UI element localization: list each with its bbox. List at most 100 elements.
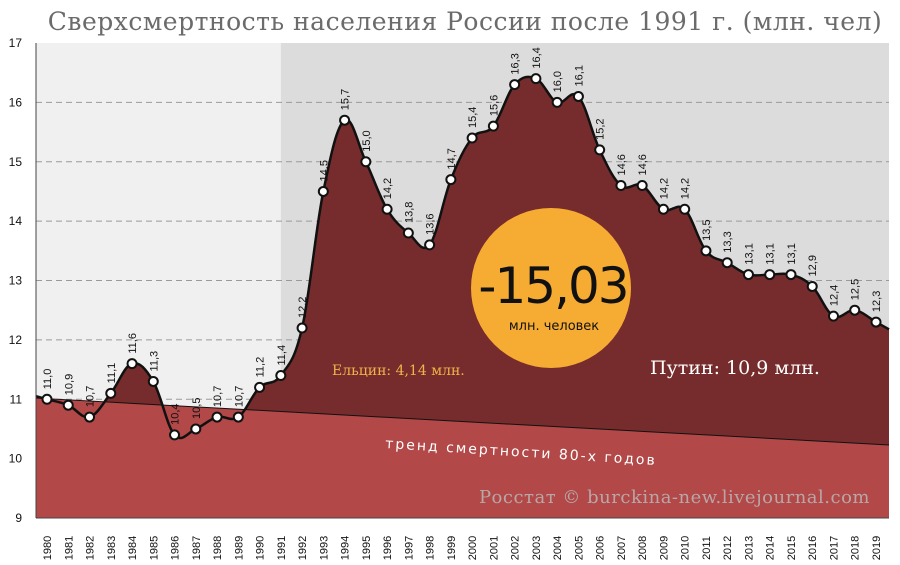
data-label: 15,4 [467,107,479,128]
y-tick-label: 9 [15,511,22,525]
data-label: 13,8 [403,202,415,223]
y-tick-label: 10 [9,452,23,466]
putin-label: Путин: 10,9 млн. [650,357,820,379]
x-tick-label: 1985 [148,536,160,560]
data-point [360,156,372,168]
x-tick-label: 1980 [42,536,54,560]
data-point [530,73,542,85]
data-label: 15,7 [340,89,352,110]
chart-title: Сверхсмертность населения России после 1… [48,7,883,36]
baseline-area [36,398,889,518]
data-point [402,227,414,239]
data-point [636,180,648,191]
data-point [572,90,584,102]
data-point [827,310,839,322]
data-point [424,239,436,251]
y-tick-label: 14 [9,214,23,228]
data-point [785,269,797,281]
data-point [679,203,691,215]
highlight-value: -15,03 [478,257,627,315]
data-label: 11,1 [106,363,118,384]
data-point [657,203,669,215]
data-label: 12,2 [297,297,309,318]
data-point [381,203,393,215]
x-tick-label: 1988 [212,536,224,560]
x-tick-label: 1995 [361,536,373,560]
data-point [849,304,861,316]
y-tick-label: 13 [9,274,23,288]
x-tick-label: 1991 [276,536,288,560]
data-label: 12,5 [850,279,862,300]
x-tick-label: 2018 [850,536,862,560]
x-tick-label: 1982 [85,536,97,560]
data-label: 15,2 [595,118,607,139]
data-label: 12,4 [828,285,840,306]
data-point [232,411,244,423]
data-point [275,370,287,381]
data-label: 10,4 [170,403,182,424]
data-label: 11,3 [148,351,160,372]
x-tick-label: 2004 [552,536,564,560]
data-point [254,381,266,393]
x-tick-label: 1989 [233,536,245,560]
data-label: 10,7 [85,386,97,407]
x-tick-label: 2005 [573,536,585,560]
data-label: 14,2 [382,178,394,199]
trend-line [35,397,890,446]
series-points [41,73,882,441]
data-label: 11,0 [42,369,54,390]
data-point [126,358,138,370]
y-tick-label: 11 [10,392,23,406]
data-point [764,269,776,281]
data-label: 14,6 [637,154,649,175]
data-label: 12,3 [871,291,883,312]
x-tick-label: 2015 [786,536,798,560]
data-point [445,174,457,186]
data-label: 13,1 [765,243,777,264]
data-point [487,120,499,132]
x-tick-label: 2016 [807,536,819,560]
x-tick-label: 2017 [828,536,840,560]
data-label: 13,1 [786,243,798,264]
x-tick-label: 2001 [488,536,500,560]
x-tick-label: 1987 [191,536,203,560]
data-label: 10,5 [191,398,203,419]
excess-mortality-area [36,76,889,518]
data-point [700,245,712,257]
data-label: 11,2 [255,357,267,378]
data-label: 13,1 [743,243,755,264]
x-tick-label: 2011 [701,536,713,560]
x-tick-label: 2003 [531,536,543,560]
data-labels: 11,0 10,9 10,7 11,1 11,6 11,3 10,4 10,5 10,7 10,7… [42,47,883,425]
data-point [339,114,351,126]
data-label: 13,6 [425,213,437,234]
data-label: 16,4 [531,47,543,68]
data-label: 16,3 [510,53,522,74]
data-point [147,375,159,387]
x-tick-label: 2019 [871,536,883,560]
x-tick-label: 2009 [658,536,670,560]
data-label: 14,5 [318,160,330,181]
data-point [551,96,563,108]
y-tick-label: 16 [9,95,23,109]
data-point [62,399,74,411]
x-tick-label: 2002 [510,536,522,560]
data-label: 14,2 [658,178,670,199]
data-label: 10,9 [63,374,75,395]
data-point [84,411,96,423]
y-tick-label: 12 [9,333,23,347]
yeltsin-label: Ельцин: 4,14 млн. [332,363,465,379]
x-tick-label: 1992 [297,536,309,560]
x-tick-label: 2008 [637,536,649,560]
y-tick-label: 15 [9,155,23,169]
data-point [317,185,329,197]
data-point [509,79,521,91]
x-tick-label: 2007 [616,536,628,560]
x-axis: 1980 1981 1982 1983 1984 1985 1986 1987 1988 1989… [42,536,883,560]
x-tick-label: 1981 [63,536,75,560]
data-point [169,429,181,441]
x-tick-label: 2010 [680,536,692,560]
data-point [190,423,202,435]
data-label: 16,0 [552,71,564,92]
